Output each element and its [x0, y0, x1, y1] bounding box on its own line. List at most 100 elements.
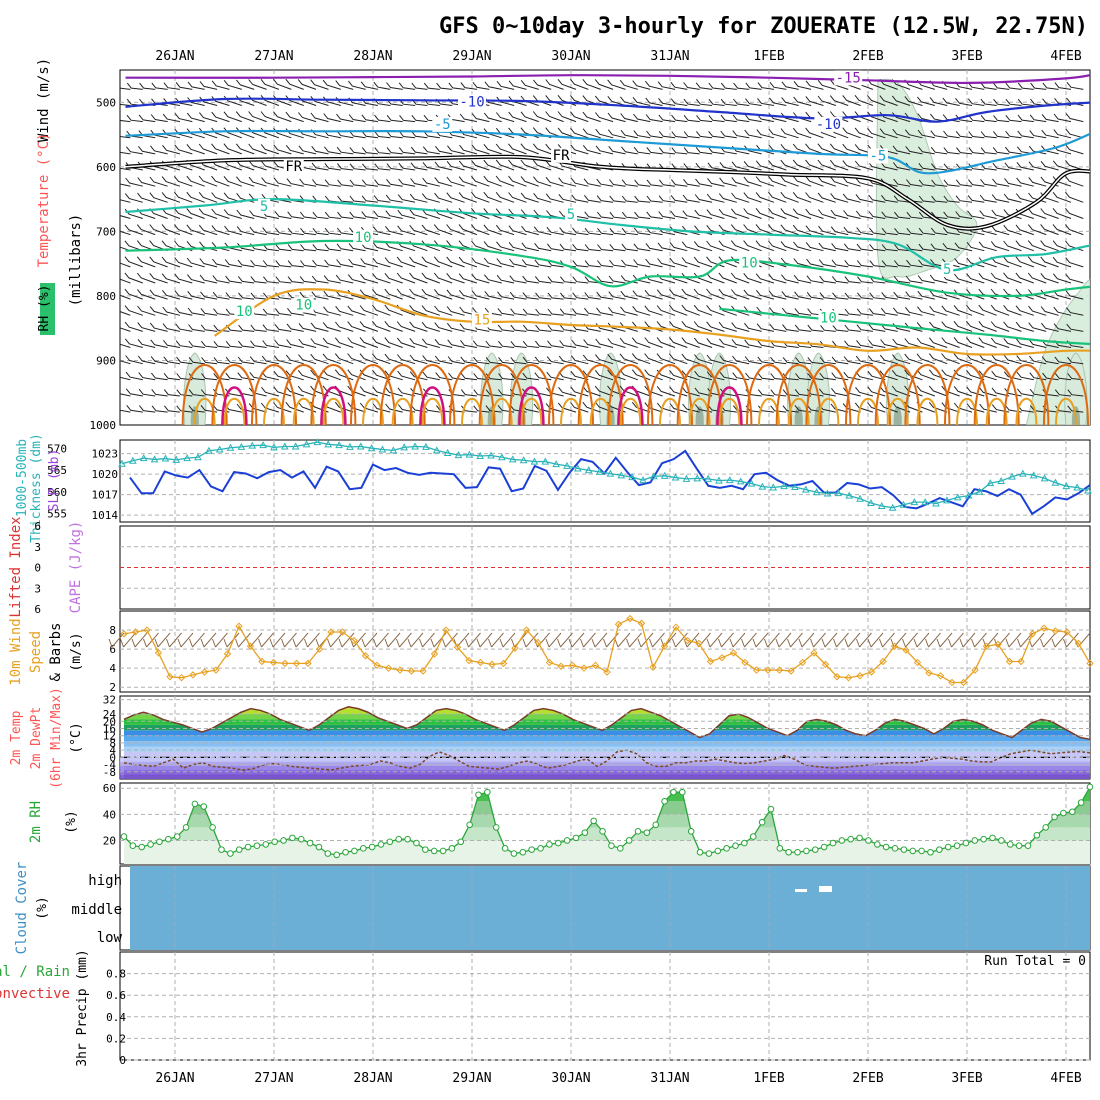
- wind-barb: [1004, 146, 1022, 155]
- wind-barb: [187, 97, 205, 106]
- rh-marker: [661, 797, 668, 805]
- date-label-top: 1FEB: [753, 49, 784, 64]
- wind-barb: [324, 146, 341, 155]
- wind-barb: [200, 324, 218, 332]
- wind-barb: [706, 193, 725, 203]
- wind-barb: [843, 371, 861, 381]
- wind-barb: [372, 320, 391, 332]
- wind-barb: [770, 405, 787, 413]
- wind-barb: [991, 209, 1010, 219]
- wind-barb: [855, 177, 874, 187]
- wind-barb: [584, 244, 601, 252]
- wind-barb: [646, 195, 663, 203]
- contour-label-bg: [739, 255, 760, 271]
- wind-barb: [310, 369, 329, 381]
- wind-barb: [174, 175, 193, 187]
- contour-label-bg: [293, 297, 314, 313]
- temp-band: [124, 714, 1090, 720]
- date-label-bottom: 30JAN: [551, 1071, 590, 1086]
- wind-barb: [942, 227, 960, 236]
- wind-speed-marker: [971, 666, 979, 674]
- wind-barb: [658, 147, 676, 155]
- wind-barb: [120, 376, 131, 381]
- wind-barb: [124, 193, 143, 203]
- wind-barb: [621, 195, 638, 203]
- wind-barb: [696, 115, 713, 123]
- wind-barb: [696, 98, 713, 106]
- wind-barb: [656, 305, 676, 316]
- wind-barb: [966, 304, 985, 316]
- y-tick-label: 4: [109, 744, 116, 757]
- isotherm-loop-25: [688, 397, 711, 425]
- wind-barb: [200, 308, 218, 316]
- y-tick-label: 12: [103, 730, 116, 743]
- cloud-level-label: low: [97, 930, 123, 946]
- wind-barb: [1041, 322, 1059, 332]
- wind-speed-marker: [166, 673, 174, 681]
- wind-barb: [980, 114, 997, 123]
- wind-barb: [805, 127, 824, 139]
- wind-barb: [904, 129, 923, 139]
- wind-barb: [966, 320, 985, 332]
- wind-barb: [918, 259, 935, 268]
- wind-barb: [347, 321, 366, 332]
- wind-speed-marker: [729, 649, 738, 657]
- wind-barb: [892, 338, 911, 348]
- wind-barb: [384, 337, 403, 348]
- ylabel-temperature: Temperature (°C): [36, 133, 52, 268]
- wind-barb: [978, 320, 997, 332]
- wind-speed-marker: [1028, 630, 1037, 638]
- date-label-bottom: 1FEB: [753, 1071, 784, 1086]
- wind-barb: [260, 111, 280, 123]
- wind-barb: [867, 95, 886, 106]
- wind-barb: [979, 403, 997, 413]
- y-tick-label: 40: [103, 808, 116, 821]
- wind-barb: [621, 243, 638, 252]
- wind-barb: [683, 98, 700, 106]
- rh-marker: [599, 828, 606, 835]
- wind-barb: [733, 98, 750, 106]
- wind-barb: [978, 241, 997, 252]
- wind-barb: [646, 179, 663, 187]
- wind-barb: [485, 340, 502, 348]
- wind-speed-marker: [534, 638, 542, 647]
- wind-barb: [968, 114, 985, 123]
- wind-barb: [312, 179, 329, 187]
- thickness-marker: [1084, 486, 1092, 494]
- surface-wind-barb: [833, 632, 849, 648]
- wind-barb: [472, 81, 490, 90]
- wind-barb: [681, 386, 700, 397]
- wind-barb: [286, 339, 304, 348]
- wind-barb: [359, 353, 379, 365]
- wind-barb: [545, 79, 564, 90]
- date-label-bottom: 31JAN: [650, 1071, 689, 1086]
- wind-barb: [894, 227, 911, 236]
- wind-barb: [1005, 82, 1022, 90]
- surface-wind-barb: [591, 632, 608, 648]
- wind-speed-marker: [591, 661, 600, 670]
- wind-barb: [707, 178, 725, 187]
- wind-barb: [409, 240, 428, 252]
- wind-barb: [943, 147, 960, 155]
- wind-barb: [856, 308, 873, 316]
- rh-marker: [980, 835, 987, 843]
- rh-marker: [191, 800, 199, 808]
- wind-barb: [223, 95, 242, 106]
- wind-barb: [584, 211, 601, 219]
- wind-barb: [781, 81, 799, 90]
- wind-barb: [683, 131, 700, 139]
- wind-barb: [236, 79, 255, 90]
- y-tick-label: 20: [103, 834, 116, 847]
- wind-speed-marker: [499, 659, 508, 668]
- wind-barb: [1067, 373, 1084, 381]
- wind-barb: [831, 387, 849, 397]
- rh-marker: [723, 845, 730, 852]
- wind-barb: [718, 208, 737, 219]
- wind-speed-marker: [925, 669, 933, 677]
- thickness-marker: [1029, 471, 1038, 479]
- wind-barb: [1016, 371, 1034, 381]
- isotherm-loop-25: [985, 397, 1008, 425]
- wind-barb: [212, 291, 230, 300]
- thickness-marker: [693, 474, 702, 482]
